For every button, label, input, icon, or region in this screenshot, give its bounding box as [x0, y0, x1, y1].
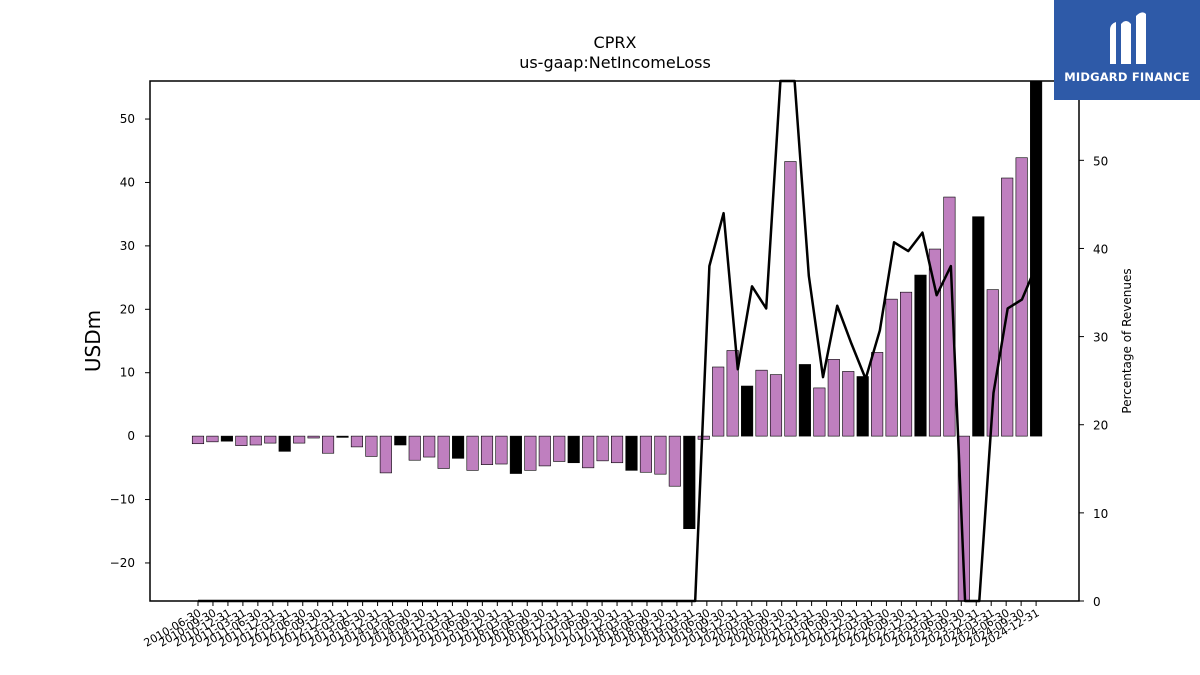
bar — [842, 371, 855, 437]
y2-tick-label: 50 — [1093, 154, 1108, 168]
bar — [423, 435, 436, 458]
bar — [264, 435, 277, 444]
bar — [726, 350, 739, 437]
bar — [495, 435, 508, 465]
bars-layer — [191, 80, 1043, 602]
brand-name: MIDGARD FINANCE — [1064, 70, 1190, 84]
y-tick-label: −20 — [110, 556, 135, 570]
chart-subtitle: us-gaap:NetIncomeLoss — [519, 53, 711, 72]
bar — [365, 435, 378, 457]
bar — [899, 291, 913, 437]
bar — [293, 435, 306, 444]
bar — [683, 435, 696, 530]
bar — [885, 298, 898, 437]
bar — [278, 435, 291, 452]
y2-tick-label: 0 — [1093, 595, 1101, 609]
bar — [1030, 80, 1043, 437]
bar — [654, 435, 667, 475]
y-tick-label: 40 — [120, 175, 135, 189]
y-axis-label: USDm — [81, 310, 105, 372]
bar — [538, 435, 551, 467]
y2-tick-label: 40 — [1093, 242, 1108, 256]
bar — [625, 435, 638, 471]
bar — [798, 364, 811, 437]
y2-tick-label: 30 — [1093, 331, 1108, 345]
y-tick-label: 10 — [120, 366, 135, 380]
bar — [350, 435, 364, 448]
bar — [321, 435, 335, 454]
bar — [813, 387, 826, 437]
bar — [394, 435, 407, 446]
x-axis: 2010-06-302010-09-302010-12-312011-03-31… — [142, 601, 1042, 650]
bar — [379, 435, 392, 474]
y2-axis: 0 10 20 30 40 50 — [1079, 154, 1108, 609]
y-tick-label: 30 — [120, 239, 135, 253]
bar — [639, 435, 653, 473]
bar — [668, 435, 681, 487]
bar — [784, 161, 797, 437]
bar — [856, 376, 869, 437]
bar — [697, 435, 710, 440]
bar — [452, 435, 465, 459]
bar — [509, 435, 522, 474]
bar — [769, 374, 783, 437]
bar — [1001, 177, 1014, 437]
bar — [553, 435, 566, 462]
y-tick-label: 0 — [127, 429, 135, 443]
bar — [307, 435, 320, 439]
bar — [610, 435, 624, 464]
bar — [480, 435, 494, 465]
bar — [191, 435, 205, 445]
y-tick-label: −10 — [110, 493, 135, 507]
y-tick-label: 50 — [120, 112, 135, 126]
bar — [827, 359, 840, 437]
bar — [582, 435, 595, 469]
bar — [466, 435, 479, 471]
bar — [972, 216, 985, 437]
bar — [235, 435, 248, 446]
bar — [220, 435, 233, 442]
y2-tick-label: 20 — [1093, 419, 1108, 433]
bar — [567, 435, 580, 464]
bar — [1015, 157, 1028, 437]
bar — [712, 366, 725, 437]
chart-title: CPRX — [594, 33, 637, 52]
bar — [524, 435, 537, 471]
bar — [928, 248, 942, 437]
y2-tick-label: 10 — [1093, 507, 1108, 521]
bar — [741, 385, 754, 437]
bar — [206, 435, 219, 443]
bar — [943, 196, 956, 437]
brand-logo: MIDGARD FINANCE — [1054, 0, 1200, 100]
bar — [596, 435, 609, 462]
bar — [249, 435, 262, 446]
y-axis: −20 −10 0 10 20 30 40 50 — [110, 112, 150, 570]
bar — [755, 369, 768, 437]
midgard-logo-icon — [1110, 12, 1146, 64]
bar — [914, 274, 927, 437]
bar — [871, 352, 884, 437]
bar — [336, 435, 349, 438]
plot-frame — [149, 80, 1080, 602]
y2-axis-label: Percentage of Revenues — [1120, 268, 1134, 413]
y-tick-label: 20 — [120, 302, 135, 316]
bar — [408, 435, 421, 461]
bar — [437, 435, 450, 469]
